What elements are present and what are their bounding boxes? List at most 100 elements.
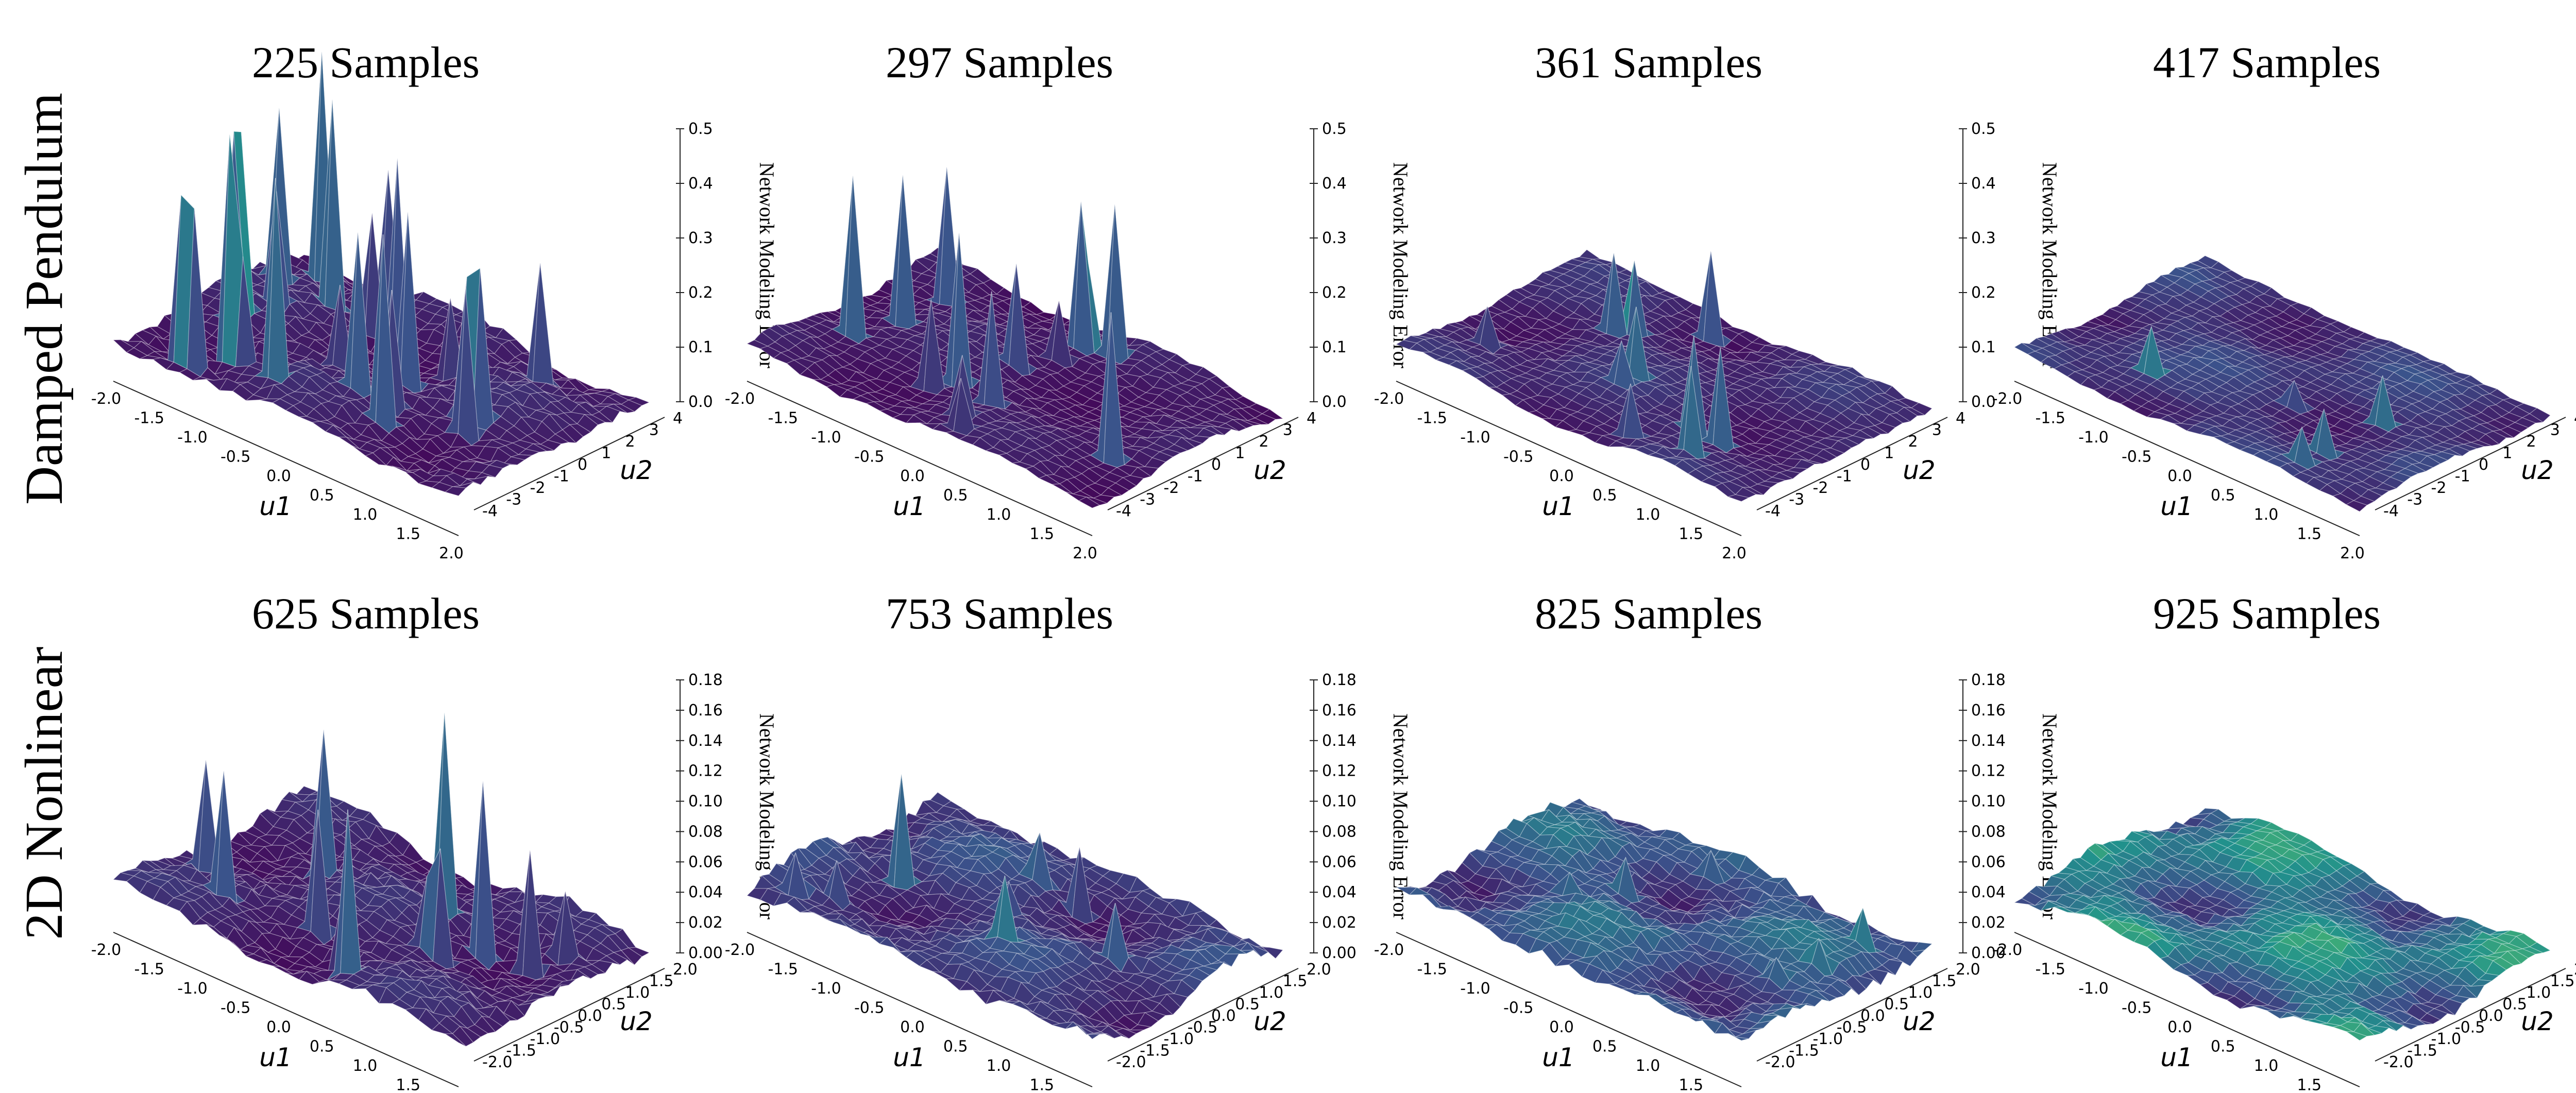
y-tick-label: -4: [2383, 502, 2399, 520]
z-tick-label: 0.4: [688, 175, 713, 193]
row-label-2d-nonlinear: 2D Nonlinear: [14, 647, 74, 940]
y-tick-label: 2: [625, 433, 635, 451]
y-tick-label: -1: [2455, 468, 2470, 486]
y-tick-label: 1.0: [1259, 984, 1284, 1002]
y-tick-label: 1.0: [625, 984, 650, 1002]
y-tick-label: -3: [1789, 491, 1804, 509]
y-tick-label: 0.0: [578, 1007, 602, 1025]
z-tick-label: 0.5: [1971, 120, 1996, 138]
surface-cell: [613, 403, 636, 414]
x-tick-label: 0.0: [900, 467, 925, 485]
z-tick-label: 0.10: [1322, 793, 1357, 811]
z-tick-label: 0.14: [688, 732, 723, 750]
y-tick-label: 3: [649, 421, 659, 439]
x-tick-label: -2.0: [1374, 390, 1404, 408]
z-tick-label: 0.16: [1322, 702, 1357, 720]
panel-title: 825 Samples: [1535, 589, 1762, 638]
x-tick-label: 1.5: [1679, 525, 1703, 543]
z-tick-label: 0.02: [1322, 914, 1357, 932]
y-tick-label: -4: [1765, 502, 1781, 520]
x-tick-label: 1.5: [1029, 1077, 1054, 1093]
surface-cell: [569, 423, 591, 437]
x-tick-label: -1.5: [134, 409, 164, 428]
z-tick-label: 0.04: [688, 883, 723, 901]
x-tick-label: 2.0: [2340, 544, 2365, 562]
z-axis: 0.000.020.040.060.080.100.120.140.160.18…: [1310, 671, 1412, 962]
y-tick-label: 2: [1908, 433, 1918, 451]
surface-cell: [525, 443, 548, 453]
x-tick-label: 0.0: [900, 1018, 925, 1036]
panel-title: 625 Samples: [252, 589, 480, 638]
x-tick-label: -2.0: [725, 390, 755, 408]
z-tick-label: 0.1: [1971, 338, 1996, 356]
y-tick-label: -2: [1813, 479, 1828, 497]
y-tick-label: 1: [601, 445, 611, 463]
z-tick-label: 0.3: [1971, 229, 1996, 247]
z-axis: 0.000.020.040.060.080.100.120.140.160.18…: [676, 671, 778, 962]
x-tick-label: -2.0: [91, 390, 122, 408]
x-tick-label: -1.5: [768, 961, 798, 979]
z-tick-label: 0.2: [1971, 284, 1996, 302]
panel-6: 753 Samples-2.0-1.5-1.0-0.50.00.51.01.52…: [725, 589, 1412, 1093]
y-tick-label: -1: [1188, 468, 1203, 486]
y-tick-label: 4: [1956, 409, 1965, 428]
y-tick-label: -3: [506, 491, 521, 509]
x-tick-label: -0.5: [221, 448, 251, 466]
y-tick-label: 0: [1211, 456, 1221, 474]
x-tick-label: -2.0: [91, 941, 122, 959]
x-tick-label: 1.0: [1636, 506, 1660, 524]
x-tick-label: -1.0: [811, 429, 841, 447]
panel-1: 225 Samples-2.0-1.5-1.0-0.50.00.51.01.52…: [91, 38, 778, 562]
z-tick-label: 0.00: [1322, 944, 1357, 962]
y-tick-label: 4: [1307, 409, 1316, 428]
z-tick-label: 0.06: [1322, 853, 1357, 871]
z-tick-label: 0.18: [688, 671, 723, 689]
z-tick-label: 0.2: [688, 284, 713, 302]
panel-5: 625 Samples-2.0-1.5-1.0-0.50.00.51.01.52…: [91, 589, 778, 1093]
x-tick-label: -1.5: [768, 409, 798, 428]
z-tick-label: 0.2: [1322, 284, 1347, 302]
x-tick-label: 1.5: [2297, 525, 2321, 543]
x-tick-label: 0.0: [1549, 467, 1574, 485]
y-tick-label: -2: [1164, 479, 1179, 497]
y-tick-label: 2.0: [673, 961, 698, 979]
panel-title: 753 Samples: [886, 589, 1113, 638]
y-tick-label: 1: [1884, 445, 1894, 463]
x-tick-label: 1.0: [987, 1057, 1011, 1075]
x-tick-label: 0.5: [310, 487, 334, 505]
x-tick-label: 2.0: [1722, 544, 1747, 562]
panel-2: 297 Samples-2.0-1.5-1.0-0.50.00.51.01.52…: [725, 38, 1412, 562]
surface-cell: [591, 411, 614, 423]
z-tick-label: 0.1: [688, 338, 713, 356]
row-label-damped-pendulum: Damped Pendulum: [14, 93, 74, 505]
panel-title: 417 Samples: [2153, 38, 2381, 87]
y-tick-label: 3: [1932, 421, 1942, 439]
x-tick-label: 1.0: [353, 1057, 378, 1075]
y-tick-label: 3: [2550, 421, 2560, 439]
y-tick-label: 0.0: [1211, 1007, 1236, 1025]
x-axis-label: u1: [2160, 491, 2193, 521]
y-tick-label: 4: [673, 409, 683, 428]
x-tick-label: 0.0: [266, 1018, 291, 1036]
z-tick-label: 0.04: [1322, 883, 1357, 901]
x-tick-label: 1.5: [396, 1077, 420, 1093]
y-tick-label: 1: [2502, 445, 2512, 463]
panel-title: 361 Samples: [1535, 38, 1762, 87]
x-tick-label: -0.5: [854, 448, 885, 466]
x-tick-label: -1.5: [134, 961, 164, 979]
x-tick-label: -0.5: [854, 999, 885, 1017]
x-axis-label: u1: [893, 1043, 926, 1072]
x-axis-label: u1: [259, 491, 292, 521]
x-tick-label: 0.5: [943, 1038, 968, 1056]
x-tick-label: 0.5: [2211, 487, 2235, 505]
x-tick-label: 1.5: [396, 525, 420, 543]
y-tick-label: -2: [530, 479, 546, 497]
y-tick-label: 4: [2574, 409, 2576, 428]
x-axis-label: u1: [1542, 491, 1575, 521]
y-axis-label: u2: [1253, 455, 1286, 485]
surface-cell: [554, 429, 577, 443]
y-tick-label: 1: [1235, 445, 1245, 463]
y-tick-label: -1: [554, 468, 569, 486]
x-tick-label: 0.0: [266, 467, 291, 485]
